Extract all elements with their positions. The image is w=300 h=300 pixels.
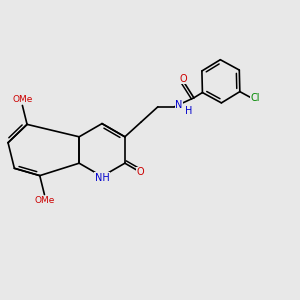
Text: OMe: OMe [34, 196, 55, 205]
Text: O: O [136, 167, 144, 177]
Text: OMe: OMe [12, 95, 33, 104]
Text: Cl: Cl [251, 93, 260, 103]
Text: O: O [180, 74, 187, 84]
Text: H: H [185, 106, 193, 116]
Text: N: N [175, 100, 183, 110]
Text: NH: NH [94, 173, 110, 183]
